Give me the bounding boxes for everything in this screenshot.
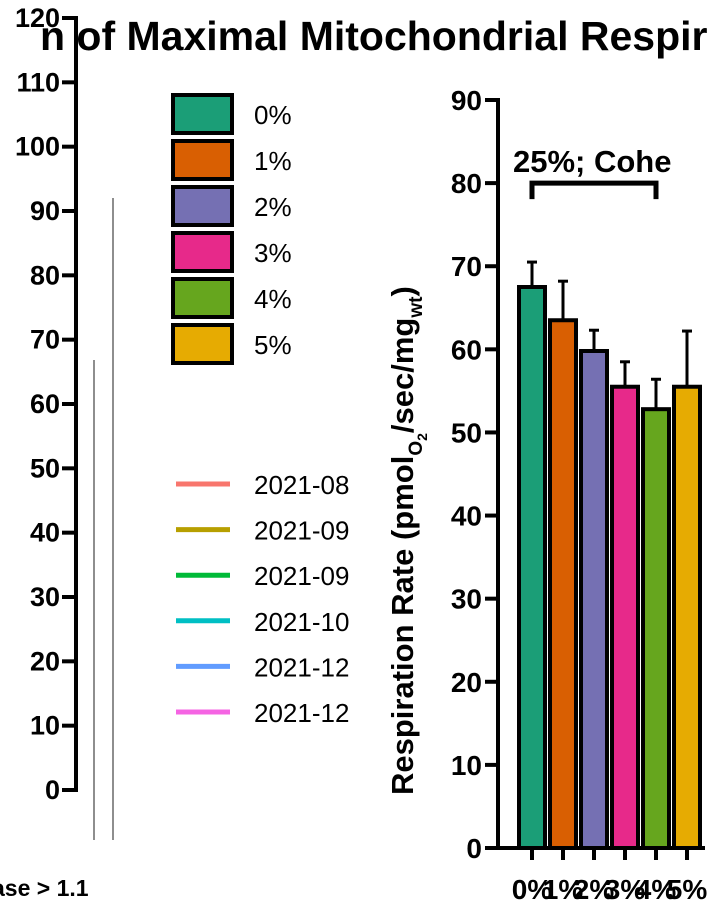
bar-1pct — [548, 318, 578, 850]
chart-title: n of Maximal Mitochondrial Respir — [40, 13, 708, 59]
bar-3pct — [610, 384, 640, 850]
left-panel: 0 10 20 30 40 50 60 70 80 90 100 110 120 — [15, 3, 114, 840]
x-tick-label: 2% — [574, 874, 615, 905]
right-y-tick-label: 50 — [451, 417, 482, 448]
bar-2pct — [579, 348, 609, 850]
legend-label-2pct: 2% — [254, 192, 292, 222]
annotation-bracket — [529, 180, 659, 200]
legend-swatch-2pct — [171, 185, 234, 227]
bar-4pct — [641, 407, 671, 850]
left-y-tick-label: 100 — [15, 132, 60, 162]
left-y-tick-label: 40 — [30, 518, 60, 548]
legend-label-1pct: 1% — [254, 146, 292, 176]
legend-groups: 0% 1% 2% 3% 4% 5% — [171, 93, 292, 365]
x-tick-label: 0% — [512, 874, 553, 905]
right-panel: 0%1%2%3%4%5% 0 10 20 30 40 50 60 70 80 90 25%; Cohe… — [385, 85, 707, 905]
right-y-tick-label: 10 — [451, 750, 482, 781]
right-y-tick-label: 90 — [451, 85, 482, 116]
legend-dates: 2021-08 2021-09 2021-09 2021-10 2021-12 2021-… — [176, 440, 381, 740]
legend-date-label: 2021-09 — [254, 561, 349, 591]
legend-label-4pct: 4% — [254, 284, 292, 314]
legend-date-label: 2021-08 — [254, 470, 349, 500]
legend-label-5pct: 5% — [254, 330, 292, 360]
left-y-tick-label: 120 — [15, 3, 60, 33]
right-y-axis-label: Respiration Rate (pmolO2/sec/mgwt) — [385, 286, 430, 795]
left-y-tick-label: 60 — [30, 389, 60, 419]
legend-swatch-0pct — [171, 93, 234, 135]
left-y-tick-label: 50 — [30, 453, 60, 483]
legend-label-3pct: 3% — [254, 238, 292, 268]
legend-date-label: 2021-09 — [254, 516, 349, 546]
left-y-tick-label: 110 — [16, 67, 60, 97]
legend-swatch-3pct — [171, 231, 234, 273]
legend-swatch-4pct — [171, 277, 234, 319]
legend-clip — [361, 440, 381, 740]
right-y-tick-label: 60 — [451, 334, 482, 365]
bar-5pct — [672, 384, 702, 850]
x-tick-label: 5% — [667, 874, 708, 905]
right-y-tick-label: 80 — [451, 168, 482, 199]
x-tick-label: 4% — [636, 874, 677, 905]
legend-date-label: 2021-12 — [254, 652, 349, 682]
left-y-tick-label: 0 — [45, 775, 60, 805]
annotation-label: 25%; Cohe — [513, 144, 671, 179]
left-y-tick-label: 90 — [30, 196, 60, 226]
legend-swatch-5pct — [171, 323, 234, 365]
left-y-tick-label: 10 — [30, 711, 60, 741]
left-y-tick-label: 30 — [30, 582, 60, 612]
left-y-tick-label: 70 — [30, 325, 60, 355]
right-y-tick-label: 0 — [466, 833, 482, 864]
x-tick-label: 1% — [543, 874, 584, 905]
legend-swatch-1pct — [171, 139, 234, 181]
right-y-tick-label: 70 — [451, 251, 482, 282]
x-tick-label: 3% — [605, 874, 646, 905]
legend-date-label: 2021-12 — [254, 698, 349, 728]
right-y-tick-label: 30 — [451, 584, 482, 615]
left-y-tick-label: 80 — [30, 260, 60, 290]
right-y-tick-label: 20 — [451, 667, 482, 698]
left-y-tick-label: 20 — [30, 646, 60, 676]
left-panel-footer: ase > 1.1 — [0, 875, 89, 901]
legend-date-label: 2021-10 — [254, 607, 349, 637]
bar-0pct — [517, 285, 547, 850]
right-y-tick-label: 40 — [451, 501, 482, 532]
legend-label-0pct: 0% — [254, 100, 292, 130]
